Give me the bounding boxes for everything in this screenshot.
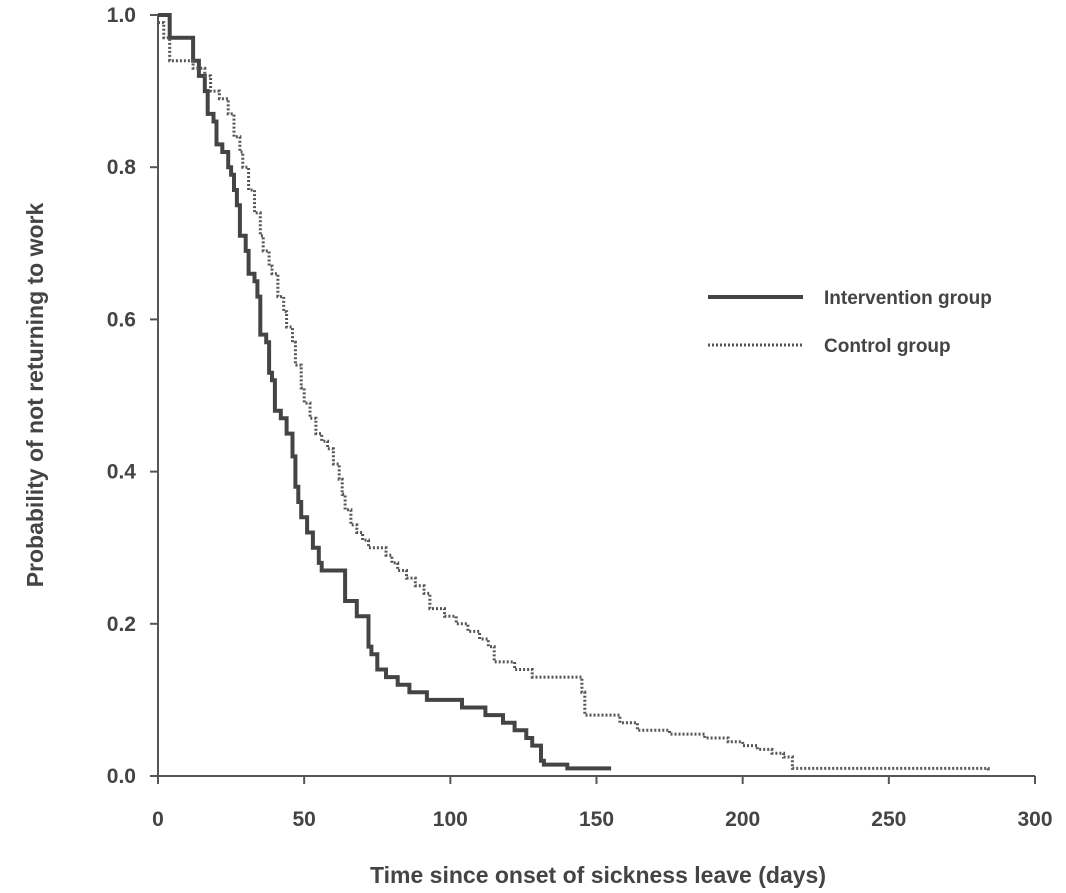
x-tick-label: 0 bbox=[152, 808, 164, 831]
x-tick-label: 250 bbox=[871, 808, 906, 831]
x-tick-label: 100 bbox=[433, 808, 468, 831]
ticks: 0 50 100 150 200 250 300 0.0 0.2 0.4 0.6 0.8 1.0 bbox=[107, 4, 1053, 831]
legend-label-control-group: Control group bbox=[824, 336, 951, 357]
y-axis-title: Probability of not returning to work bbox=[22, 202, 48, 587]
x-axis-title: Time since onset of sickness leave (days… bbox=[370, 862, 826, 888]
series-line-control-group bbox=[158, 21, 990, 773]
series-layer bbox=[158, 13, 990, 773]
y-tick-label: 0.2 bbox=[107, 613, 136, 636]
x-tick-label: 50 bbox=[292, 808, 315, 831]
y-tick-label: 0.4 bbox=[107, 461, 137, 484]
axes bbox=[157, 15, 1035, 777]
series-line-intervention-group bbox=[158, 13, 612, 771]
x-tick-label: 300 bbox=[1017, 808, 1052, 831]
legend: Intervention group Control group bbox=[708, 288, 992, 357]
x-tick-label: 150 bbox=[579, 808, 614, 831]
y-tick-label: 0.0 bbox=[107, 765, 136, 788]
legend-label-intervention-group: Intervention group bbox=[824, 288, 992, 309]
y-tick-label: 1.0 bbox=[107, 4, 136, 27]
x-tick-label: 200 bbox=[725, 808, 760, 831]
y-tick-label: 0.8 bbox=[107, 156, 137, 179]
y-tick-label: 0.6 bbox=[107, 308, 136, 331]
